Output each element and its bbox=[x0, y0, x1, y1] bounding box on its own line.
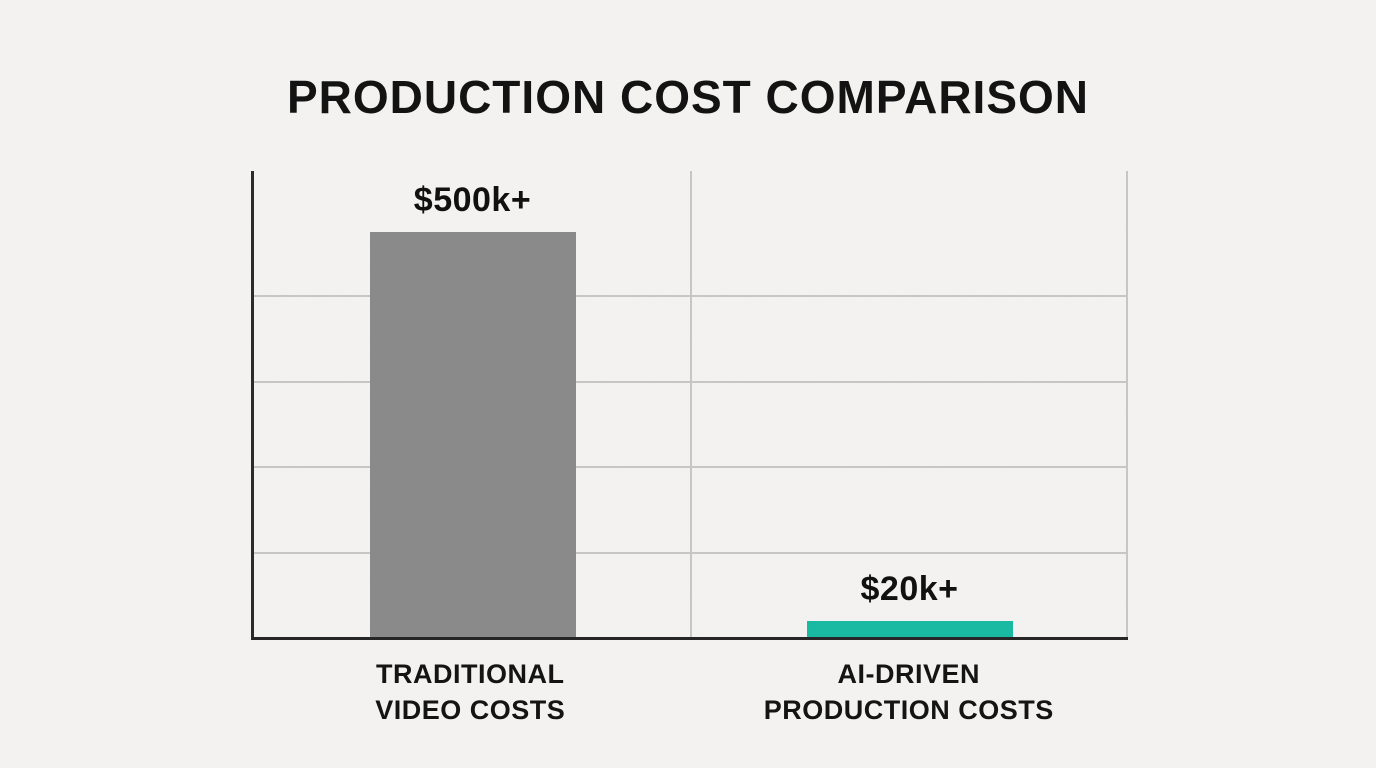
category-axis-labels: TRADITIONAL VIDEO COSTS AI-DRIVEN PRODUC… bbox=[251, 656, 1128, 728]
value-label-ai-driven: $20k+ bbox=[860, 570, 959, 608]
category-label-line: VIDEO COSTS bbox=[375, 695, 566, 725]
bar-column-traditional: $500k+ bbox=[254, 171, 691, 637]
category-label-line: AI-DRIVEN bbox=[837, 659, 980, 689]
category-label-ai-driven: AI-DRIVEN PRODUCTION COSTS bbox=[690, 656, 1129, 728]
bar-traditional-video-costs bbox=[369, 232, 576, 637]
bar-ai-driven-production-costs bbox=[806, 621, 1013, 637]
category-label-line: TRADITIONAL bbox=[376, 659, 565, 689]
category-label-traditional: TRADITIONAL VIDEO COSTS bbox=[251, 656, 690, 728]
plot-area: $500k+ $20k+ bbox=[251, 171, 1128, 640]
value-label-traditional: $500k+ bbox=[413, 181, 532, 219]
chart-title: PRODUCTION COST COMPARISON bbox=[286, 71, 1090, 123]
bar-column-ai-driven: $20k+ bbox=[691, 171, 1128, 637]
category-label-line: PRODUCTION COSTS bbox=[763, 695, 1054, 725]
